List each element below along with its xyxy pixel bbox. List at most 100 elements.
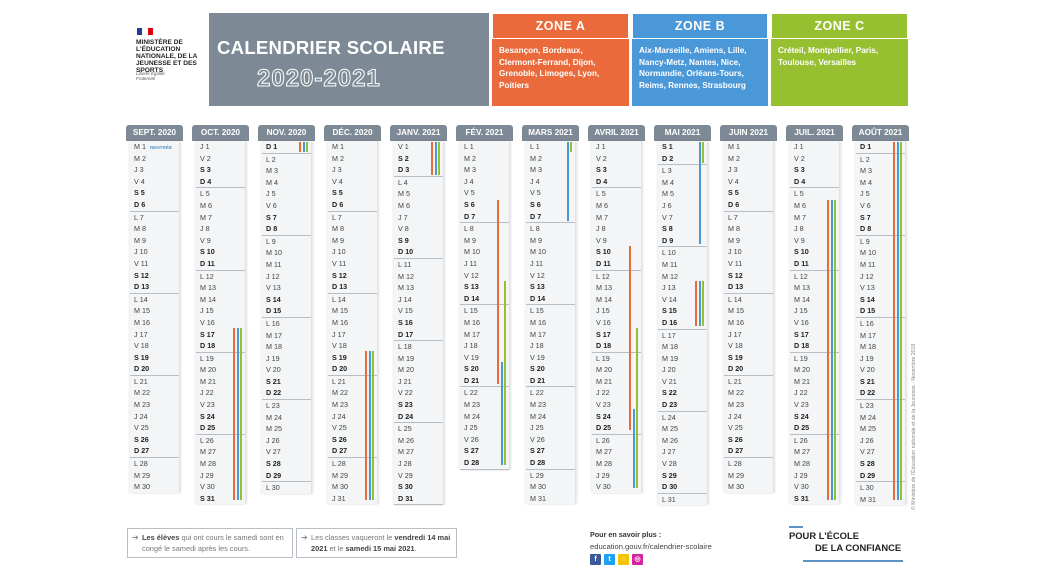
day-label: V 2 bbox=[794, 153, 805, 163]
day-label: M 13 bbox=[794, 283, 810, 293]
day-label: J 13 bbox=[662, 283, 676, 293]
day-label: M 2 bbox=[134, 153, 146, 163]
day-label: L 25 bbox=[398, 424, 412, 434]
day-cell: M 15 bbox=[724, 305, 773, 317]
day-label: M 3 bbox=[464, 165, 476, 175]
day-cell: J 24 bbox=[130, 411, 179, 423]
day-label: M 1 bbox=[134, 142, 146, 151]
holiday-bar-zone-a bbox=[827, 200, 829, 500]
day-label: J 14 bbox=[398, 294, 412, 304]
day-label: L 19 bbox=[596, 353, 610, 363]
day-cell: D 8 bbox=[262, 223, 311, 236]
day-label: D 11 bbox=[596, 258, 611, 268]
instagram-icon[interactable]: ◎ bbox=[632, 554, 643, 565]
day-cell: M 2 bbox=[130, 153, 179, 165]
day-cell: J 15 bbox=[592, 305, 641, 317]
day-label: V 20 bbox=[266, 365, 281, 375]
day-cell: M 2 bbox=[526, 153, 575, 165]
saturday-note-bold: Les élèves bbox=[142, 533, 180, 542]
day-cell: L 19 bbox=[790, 353, 839, 365]
day-label: S 13 bbox=[464, 282, 479, 292]
day-label: S 24 bbox=[596, 411, 611, 421]
day-label: M 13 bbox=[200, 283, 216, 293]
day-label: M 21 bbox=[794, 376, 810, 386]
twitter-icon[interactable]: t bbox=[604, 554, 615, 565]
day-cell: M 1 bbox=[328, 141, 377, 153]
day-label: M 4 bbox=[662, 177, 674, 187]
zone-c-title: ZONE C bbox=[771, 13, 908, 39]
day-label: V 8 bbox=[398, 224, 409, 234]
day-label: M 10 bbox=[860, 248, 876, 258]
day-cell: L 28 bbox=[328, 458, 377, 470]
day-cell: S 16 bbox=[394, 317, 443, 329]
day-cell: M 29 bbox=[724, 470, 773, 482]
day-label: M 27 bbox=[794, 447, 810, 457]
day-label: J 8 bbox=[794, 224, 804, 234]
day-cell: S 5 bbox=[328, 187, 377, 199]
day-label: J 19 bbox=[860, 353, 874, 363]
day-label: V 16 bbox=[200, 317, 215, 327]
day-label: J 27 bbox=[662, 447, 676, 457]
day-label: M 29 bbox=[728, 470, 744, 480]
day-label: D 29 bbox=[266, 470, 282, 480]
day-cell: V 23 bbox=[592, 399, 641, 411]
day-cell: M 19 bbox=[394, 353, 443, 365]
day-label: S 22 bbox=[662, 388, 677, 398]
day-label: M 3 bbox=[860, 166, 872, 176]
day-cell: S 24 bbox=[790, 411, 839, 423]
day-cell: D 14 bbox=[526, 293, 575, 306]
day-cell: M 17 bbox=[262, 330, 311, 342]
day-label: J 10 bbox=[332, 247, 346, 257]
holiday-bar-zone-b bbox=[434, 142, 437, 175]
day-cell: V 9 bbox=[196, 235, 245, 247]
day-label: L 10 bbox=[662, 248, 676, 258]
day-label: S 28 bbox=[266, 459, 281, 469]
day-cell: J 12 bbox=[856, 271, 905, 283]
day-cell: S 26 bbox=[328, 434, 377, 446]
day-label: M 6 bbox=[398, 200, 410, 210]
day-cell: D 17 bbox=[394, 329, 443, 342]
holiday-bar-zone-a bbox=[497, 200, 499, 384]
day-label: V 25 bbox=[134, 423, 149, 433]
day-cell: J 26 bbox=[262, 435, 311, 447]
day-cell: D 13 bbox=[130, 281, 179, 294]
day-cell: L 23 bbox=[856, 400, 905, 412]
day-cell: M 3 bbox=[262, 165, 311, 177]
day-label: D 28 bbox=[464, 458, 480, 468]
day-cell: J 19 bbox=[262, 353, 311, 365]
day-cell: V 23 bbox=[790, 399, 839, 411]
day-cell: L 14 bbox=[328, 294, 377, 306]
day-label: L 30 bbox=[860, 483, 874, 493]
day-label: L 15 bbox=[464, 306, 478, 316]
day-label: L 23 bbox=[266, 401, 280, 411]
day-cell: M 31 bbox=[526, 493, 575, 505]
day-cell: S 21 bbox=[262, 376, 311, 388]
day-cell: M 13 bbox=[394, 282, 443, 294]
day-label: L 21 bbox=[332, 376, 346, 386]
day-cell: M 6 bbox=[394, 200, 443, 212]
day-cell: M 16 bbox=[130, 317, 179, 329]
slogan: POUR L'ÉCOLE DE LA CONFIANCE bbox=[789, 530, 901, 554]
snapchat-icon[interactable]: ◌ bbox=[618, 554, 629, 565]
day-cell: D 25 bbox=[592, 422, 641, 435]
day-cell: V 21 bbox=[658, 376, 707, 388]
day-label: L 7 bbox=[332, 212, 342, 222]
day-label: V 1 bbox=[398, 142, 409, 151]
day-cell: M 7 bbox=[196, 212, 245, 224]
saturday-note: ➔ Les élèves qui ont cours le samedi son… bbox=[127, 528, 293, 558]
day-label: M 2 bbox=[728, 153, 740, 163]
day-cell: L 28 bbox=[130, 458, 179, 470]
slogan-accent-line bbox=[789, 526, 803, 528]
holiday-bar-zone-a bbox=[233, 327, 235, 500]
day-label: L 31 bbox=[662, 494, 676, 504]
day-label: S 1 bbox=[662, 142, 673, 151]
facebook-icon[interactable]: f bbox=[590, 554, 601, 565]
day-label: L 28 bbox=[134, 459, 148, 469]
day-label: D 13 bbox=[728, 282, 744, 292]
day-cell: M 29 bbox=[328, 470, 377, 482]
day-cell: L 16 bbox=[262, 318, 311, 330]
day-cell: J 18 bbox=[460, 340, 509, 352]
day-label: L 4 bbox=[398, 177, 408, 187]
more-info-link[interactable]: education.gouv.fr/calendrier-scolaire bbox=[590, 542, 712, 551]
day-cell: M 23 bbox=[328, 399, 377, 411]
